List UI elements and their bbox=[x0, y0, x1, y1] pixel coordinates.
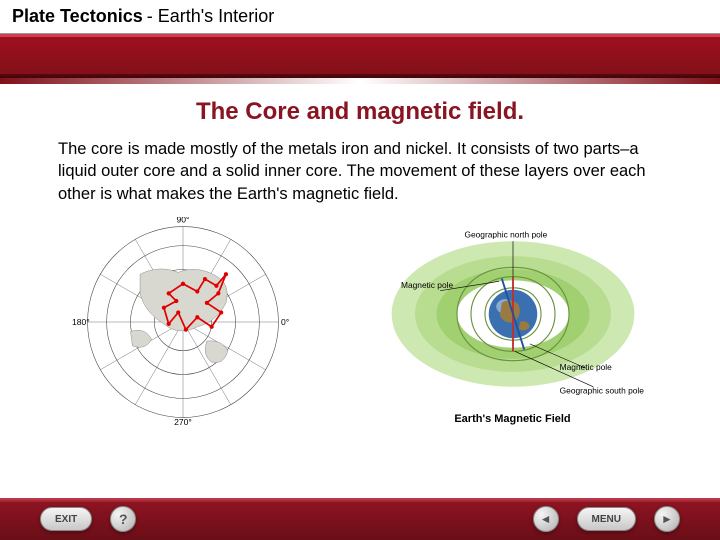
slide-title: The Core and magnetic field. bbox=[0, 98, 720, 126]
header-title-bold: Plate Tectonics bbox=[12, 6, 143, 27]
header-red-band bbox=[0, 34, 720, 78]
menu-button[interactable]: MENU bbox=[577, 507, 636, 531]
help-icon: ? bbox=[119, 511, 128, 527]
polar-map-svg: 90° 0° 180° 270° bbox=[68, 217, 298, 427]
menu-label: MENU bbox=[592, 514, 621, 525]
magnetic-field-svg: Geographic north pole Magnetic pole Magnet… bbox=[373, 219, 653, 409]
header-bar: Plate Tectonics - Earth's Interior bbox=[0, 0, 720, 34]
footer-bar: EXIT ? ◄ MENU ► bbox=[0, 498, 720, 540]
svg-text:0°: 0° bbox=[281, 317, 289, 327]
figures-row: 90° 0° 180° 270° Geographic north pole Magne… bbox=[0, 217, 720, 427]
svg-text:90°: 90° bbox=[176, 217, 189, 225]
footer-right-group: ◄ MENU ► bbox=[533, 506, 680, 532]
header-title-rest: - Earth's Interior bbox=[147, 6, 274, 27]
chevron-left-icon: ◄ bbox=[540, 512, 552, 526]
exit-label: EXIT bbox=[55, 514, 77, 525]
figure-caption: Earth's Magnetic Field bbox=[454, 413, 570, 425]
next-button[interactable]: ► bbox=[654, 506, 680, 532]
svg-text:270°: 270° bbox=[174, 417, 192, 427]
exit-button[interactable]: EXIT bbox=[40, 507, 92, 531]
svg-text:180°: 180° bbox=[71, 317, 89, 327]
help-button[interactable]: ? bbox=[110, 506, 136, 532]
footer-left-group: EXIT ? bbox=[40, 506, 136, 532]
prev-button[interactable]: ◄ bbox=[533, 506, 559, 532]
figure-magnetic-field: Geographic north pole Magnetic pole Magnet… bbox=[373, 219, 653, 425]
chevron-right-icon: ► bbox=[661, 512, 673, 526]
svg-text:Geographic south pole: Geographic south pole bbox=[559, 385, 644, 395]
figure-pole-wander: 90° 0° 180° 270° bbox=[68, 217, 298, 427]
svg-text:Magnetic pole: Magnetic pole bbox=[559, 362, 611, 372]
slide-body-text: The core is made mostly of the metals ir… bbox=[0, 138, 720, 205]
header-gradient-strip bbox=[0, 78, 720, 84]
svg-text:Geographic north pole: Geographic north pole bbox=[464, 229, 547, 239]
svg-text:Magnetic pole: Magnetic pole bbox=[401, 280, 453, 290]
